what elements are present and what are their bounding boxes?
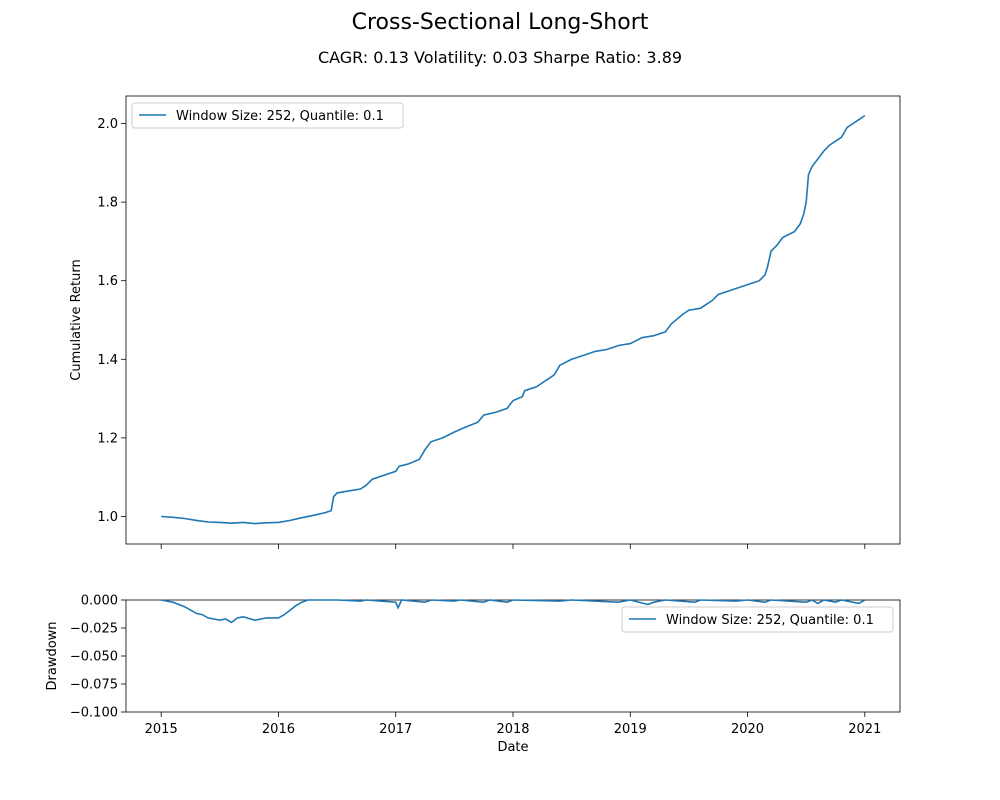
chart-subtitle: CAGR: 0.13 Volatility: 0.03 Sharpe Ratio…	[317, 48, 683, 67]
bottom-x-ticks: 2015 2016 2017 2018 2019 2020 2021	[145, 712, 881, 737]
drawdown-line	[161, 599, 866, 624]
top-x-ticks	[160, 544, 866, 549]
top-plot-frame	[125, 95, 901, 545]
bottom-legend-box	[621, 606, 894, 633]
y-tick-label: 1.8	[97, 196, 118, 211]
top-legend: Window Size: 252, Quantile: 0.1	[131, 102, 404, 129]
top-y-axis-label: Cumulative Return	[69, 259, 84, 380]
x-axis-label: Date	[497, 740, 528, 755]
x-tick-label: 2018	[496, 722, 529, 737]
x-tick-label: 2016	[262, 722, 295, 737]
top-y-ticks: 1.0 1.2 1.4 1.6 1.8 2.0	[97, 117, 126, 525]
y-tick-label: 2.0	[97, 117, 118, 132]
y-tick-label: 1.2	[97, 431, 118, 446]
drawdown-panel: 2015 2016 2017 2018 2019 2020 2021 0.000 −0.025…	[45, 594, 901, 755]
x-tick-label: 2015	[145, 722, 178, 737]
y-tick-label: −0.025	[70, 622, 118, 637]
y-tick-label: 1.4	[97, 353, 118, 368]
cumulative-return-line	[161, 114, 866, 525]
bottom-y-axis-label: Drawdown	[45, 621, 60, 690]
bottom-legend: Window Size: 252, Quantile: 0.1	[621, 606, 894, 633]
y-tick-label: −0.050	[70, 650, 118, 665]
x-tick-label: 2021	[848, 722, 881, 737]
cumulative-return-panel: 1.0 1.2 1.4 1.6 1.8 2.0 Cumulative Return Win…	[69, 95, 901, 549]
top-legend-box	[131, 102, 404, 129]
y-tick-label: −0.075	[70, 678, 118, 693]
bottom-y-ticks: 0.000 −0.025 −0.050 −0.075 −0.100	[70, 594, 126, 721]
y-tick-label: 1.0	[97, 510, 118, 525]
top-legend-label: Window Size: 252, Quantile: 0.1	[176, 109, 384, 124]
bottom-legend-label: Window Size: 252, Quantile: 0.1	[666, 613, 874, 628]
x-tick-label: 2017	[379, 722, 412, 737]
chart-title: Cross-Sectional Long-Short	[351, 10, 649, 35]
y-tick-label: 1.6	[97, 274, 118, 289]
x-tick-label: 2020	[731, 722, 764, 737]
y-tick-label: 0.000	[81, 594, 118, 609]
x-tick-label: 2019	[614, 722, 647, 737]
y-tick-label: −0.100	[70, 706, 118, 721]
